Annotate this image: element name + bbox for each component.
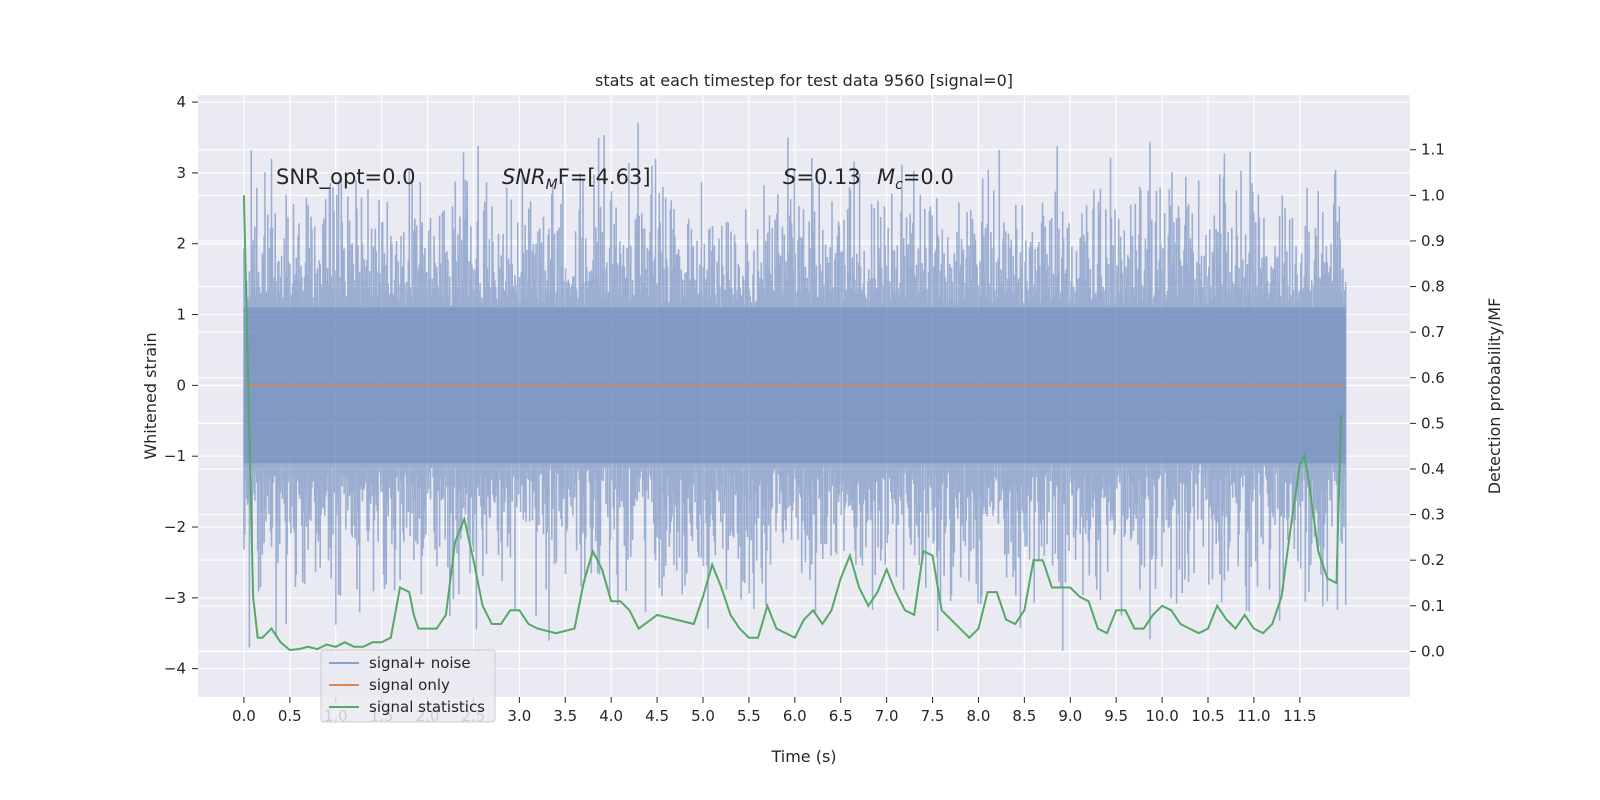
y2-tick-label-6: 0.6	[1421, 369, 1445, 387]
y2-axis-label: Detection probability/MF	[1485, 298, 1504, 495]
x-tick-label-17: 8.5	[1012, 707, 1036, 725]
x-tick-label-16: 8.0	[967, 707, 991, 725]
y-tick-label-7: 3	[176, 164, 186, 182]
s-symbol: S	[783, 165, 796, 189]
x-tick-label-23: 11.5	[1283, 707, 1316, 725]
x-tick-label-10: 5.0	[691, 707, 715, 725]
y2-tick-label-1: 0.1	[1421, 597, 1445, 615]
y2-tick-label-11: 1.1	[1421, 141, 1445, 159]
snr-mf-value: F=[4.63]	[558, 165, 651, 189]
y-tick-label-8: 4	[176, 93, 186, 111]
x-tick-label-9: 4.5	[645, 707, 669, 725]
y-tick-label-2: −2	[164, 518, 186, 536]
annotation-mc: Mc=0.0	[877, 165, 954, 193]
snr-mf-subscript: M	[546, 177, 558, 193]
y2-tick-label-5: 0.5	[1421, 414, 1445, 432]
x-tick-label-18: 9.0	[1058, 707, 1082, 725]
x-tick-label-6: 3.0	[507, 707, 531, 725]
y2-tick-label-4: 0.4	[1421, 460, 1445, 478]
x-tick-label-7: 3.5	[553, 707, 577, 725]
y-tick-label-0: −4	[164, 660, 186, 678]
x-tick-label-22: 11.0	[1237, 707, 1270, 725]
x-tick-label-21: 10.5	[1191, 707, 1224, 725]
mc-subscript: c	[895, 177, 903, 193]
legend-label-signal-only: signal only	[369, 676, 450, 694]
legend-label-signal-noise: signal+ noise	[369, 654, 471, 672]
legend: signal+ noise signal only signal statist…	[320, 649, 496, 723]
y-axis-label: Whitened strain	[141, 332, 160, 459]
x-tick-label-19: 9.5	[1104, 707, 1128, 725]
y2-ticks: 0.0 0.1 0.2 0.3 0.4 0.5 0.6 0.7 0.8 0.9 1.0 1.1	[1410, 141, 1445, 660]
signal-noise-band	[243, 122, 1347, 651]
x-tick-label-12: 6.0	[783, 707, 807, 725]
x-tick-label-8: 4.0	[599, 707, 623, 725]
y-tick-label-5: 1	[176, 306, 186, 324]
legend-label-signal-statistics: signal statistics	[369, 698, 485, 716]
annotation-snr-mf: SNRMF=[4.63]	[502, 165, 651, 193]
y2-tick-label-7: 0.7	[1421, 323, 1445, 341]
mc-symbol: M	[877, 165, 895, 189]
s-value: =0.13	[796, 165, 860, 189]
x-tick-label-20: 10.0	[1145, 707, 1178, 725]
y2-tick-label-10: 1.0	[1421, 186, 1445, 204]
legend-box	[320, 649, 496, 723]
y-tick-label-3: −1	[164, 447, 186, 465]
x-tick-label-1: 0.5	[278, 707, 302, 725]
x-axis-label: Time (s)	[770, 747, 836, 766]
chart-title: stats at each timestep for test data 956…	[595, 71, 1013, 90]
x-tick-label-11: 5.5	[737, 707, 761, 725]
y-tick-label-4: 0	[176, 376, 186, 394]
y2-tick-label-8: 0.8	[1421, 278, 1445, 296]
y2-tick-label-2: 0.2	[1421, 551, 1445, 569]
x-tick-label-15: 7.5	[921, 707, 945, 725]
y-ticks: −4 −3 −2 −1 0 1 2 3 4	[164, 93, 198, 678]
signal-statistics-series	[242, 195, 1343, 652]
annotation-snr-opt: SNR_opt=0.0	[276, 165, 416, 190]
y2-tick-label-3: 0.3	[1421, 506, 1445, 524]
y2-tick-label-0: 0.0	[1421, 642, 1445, 660]
y-tick-label-1: −3	[164, 589, 186, 607]
y-tick-label-6: 2	[176, 235, 186, 253]
snr-mf-symbol: SNR	[502, 165, 546, 189]
mc-value: =0.0	[903, 165, 954, 189]
x-tick-label-13: 6.5	[829, 707, 853, 725]
annotation-s: S=0.13	[783, 165, 861, 189]
y2-tick-label-9: 0.9	[1421, 232, 1445, 250]
x-tick-label-14: 7.0	[875, 707, 899, 725]
x-tick-label-0: 0.0	[232, 707, 256, 725]
